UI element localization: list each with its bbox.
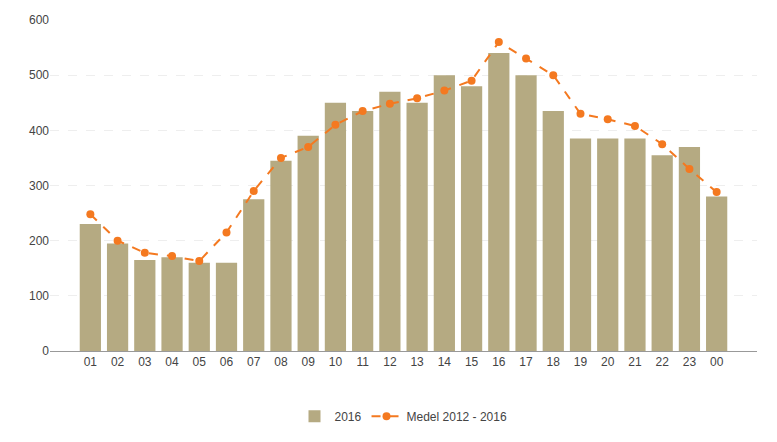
svg-text:21: 21 [628, 355, 642, 369]
svg-text:09: 09 [302, 355, 316, 369]
svg-text:19: 19 [574, 355, 588, 369]
svg-text:600: 600 [29, 13, 49, 27]
svg-text:300: 300 [29, 179, 49, 193]
svg-text:Medel 2012 - 2016: Medel 2012 - 2016 [407, 410, 507, 424]
svg-text:07: 07 [247, 355, 261, 369]
svg-text:04: 04 [165, 355, 179, 369]
svg-text:18: 18 [547, 355, 561, 369]
svg-text:15: 15 [465, 355, 479, 369]
svg-text:500: 500 [29, 68, 49, 82]
svg-text:08: 08 [274, 355, 288, 369]
svg-text:200: 200 [29, 234, 49, 248]
svg-text:17: 17 [519, 355, 533, 369]
svg-text:0: 0 [42, 344, 49, 358]
svg-text:11: 11 [356, 355, 369, 369]
svg-text:01: 01 [84, 355, 98, 369]
svg-text:06: 06 [220, 355, 234, 369]
svg-text:22: 22 [656, 355, 670, 369]
svg-text:13: 13 [410, 355, 424, 369]
svg-text:400: 400 [29, 124, 49, 138]
svg-text:00: 00 [710, 355, 724, 369]
svg-text:10: 10 [329, 355, 343, 369]
svg-text:2016: 2016 [335, 410, 362, 424]
svg-text:03: 03 [138, 355, 152, 369]
svg-text:14: 14 [438, 355, 452, 369]
svg-text:16: 16 [492, 355, 506, 369]
svg-text:12: 12 [383, 355, 397, 369]
svg-text:20: 20 [601, 355, 615, 369]
svg-text:05: 05 [193, 355, 207, 369]
svg-text:02: 02 [111, 355, 125, 369]
svg-text:23: 23 [683, 355, 697, 369]
svg-text:100: 100 [29, 289, 49, 303]
